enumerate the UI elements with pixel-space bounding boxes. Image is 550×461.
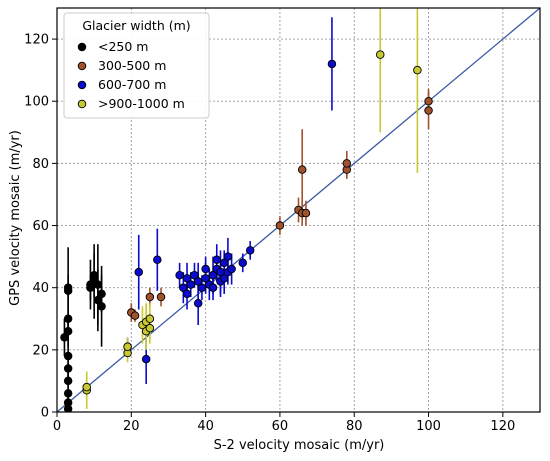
data-point bbox=[153, 255, 162, 264]
data-point bbox=[93, 280, 103, 289]
data-point bbox=[134, 267, 143, 277]
data-point bbox=[63, 404, 73, 412]
data-point bbox=[97, 289, 106, 299]
data-point bbox=[327, 59, 337, 69]
grid-layer bbox=[57, 8, 540, 412]
x-tick-label: 120 bbox=[490, 419, 515, 434]
legend-entry-label: >900-1000 m bbox=[98, 96, 185, 111]
data-point bbox=[60, 333, 69, 342]
data-point bbox=[123, 342, 132, 351]
data-point bbox=[179, 283, 188, 292]
legend-marker bbox=[77, 99, 87, 109]
x-tick-label: 60 bbox=[272, 419, 289, 434]
data-point bbox=[201, 274, 210, 283]
data-point bbox=[208, 283, 218, 292]
legend-marker bbox=[77, 80, 87, 90]
data-point bbox=[145, 292, 155, 302]
legend-title: Glacier width (m) bbox=[82, 18, 190, 33]
data-point bbox=[141, 354, 151, 364]
data-point bbox=[63, 364, 73, 373]
legend-marker bbox=[77, 42, 87, 52]
y-tick-label: 0 bbox=[41, 406, 49, 421]
y-tick-label: 20 bbox=[32, 343, 49, 358]
y-axis-label: GPS velocity mosaic (m/yr) bbox=[8, 130, 23, 306]
x-tick-label: 0 bbox=[53, 419, 61, 434]
axes-layer: 0 20 40 60 80 100 120 0 20 40 60 80 100 120 bbox=[24, 7, 541, 434]
data-point bbox=[197, 283, 207, 292]
data-point bbox=[63, 326, 73, 336]
data-point bbox=[301, 208, 311, 218]
x-tick-label: 20 bbox=[123, 419, 140, 434]
data-point bbox=[63, 351, 73, 361]
data-point bbox=[375, 50, 385, 59]
data-point bbox=[208, 271, 218, 280]
data-point bbox=[186, 280, 196, 289]
y-tick-label: 40 bbox=[32, 281, 49, 296]
data-point bbox=[424, 106, 433, 115]
data-point bbox=[86, 283, 95, 292]
data-point bbox=[219, 274, 229, 283]
data-point bbox=[182, 289, 192, 299]
data-point bbox=[93, 295, 103, 305]
y-tick-label: 100 bbox=[24, 95, 49, 110]
x-tick-label: 100 bbox=[416, 419, 441, 434]
data-point bbox=[63, 314, 73, 324]
legend-box bbox=[63, 12, 210, 119]
y-tick-label: 120 bbox=[24, 33, 49, 48]
legend-entry-label: 300-500 m bbox=[98, 58, 166, 73]
legend: Glacier width (m) <250 m 300-500 m 600-700 … bbox=[63, 12, 210, 119]
plot-frame bbox=[56, 7, 541, 413]
x-axis-label: S-2 velocity mosaic (m/yr) bbox=[214, 438, 385, 453]
legend-entry-label: 600-700 m bbox=[98, 77, 166, 92]
data-point bbox=[424, 96, 433, 106]
data-point bbox=[97, 302, 106, 311]
data-point bbox=[238, 258, 248, 268]
data-point bbox=[89, 271, 99, 280]
y-tick-label: 80 bbox=[32, 157, 49, 172]
legend-entry-label: <250 m bbox=[98, 39, 148, 54]
data-point bbox=[413, 65, 422, 75]
y-tick-label: 60 bbox=[32, 219, 49, 234]
data-point bbox=[63, 286, 73, 296]
data-point bbox=[130, 311, 140, 320]
data-point bbox=[223, 252, 233, 261]
data-point bbox=[193, 277, 203, 286]
data-point bbox=[219, 258, 229, 268]
data-point bbox=[227, 264, 236, 274]
data-point bbox=[175, 271, 184, 280]
data-point bbox=[182, 274, 192, 283]
legend-marker bbox=[77, 61, 87, 71]
data-point bbox=[212, 255, 222, 264]
data-point bbox=[145, 314, 155, 324]
data-point bbox=[156, 292, 166, 302]
data-point bbox=[63, 376, 73, 386]
data-point bbox=[190, 271, 199, 280]
x-tick-label: 80 bbox=[346, 419, 363, 434]
x-tick-label: 40 bbox=[197, 419, 214, 434]
data-point bbox=[342, 159, 352, 168]
data-point bbox=[145, 323, 155, 333]
data-point bbox=[193, 298, 203, 308]
point-layer bbox=[60, 50, 433, 412]
data-point bbox=[201, 264, 210, 274]
data-point bbox=[63, 389, 73, 398]
data-point bbox=[275, 221, 285, 230]
data-point bbox=[297, 165, 307, 174]
data-point bbox=[82, 382, 91, 392]
data-point bbox=[245, 246, 255, 255]
